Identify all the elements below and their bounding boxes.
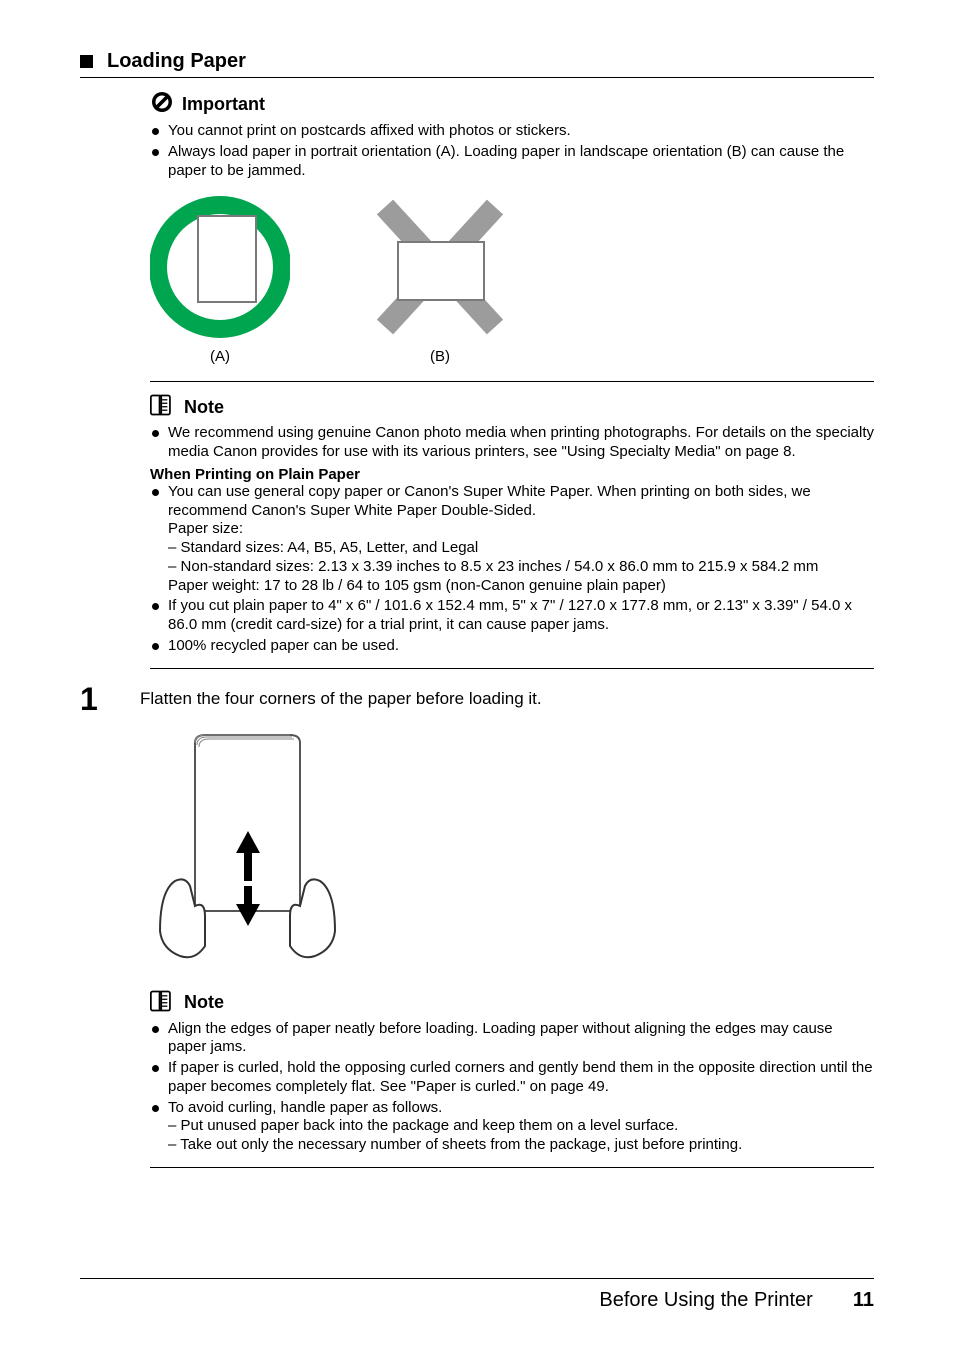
note-title: Note [184, 397, 224, 418]
prohibit-icon [150, 90, 174, 118]
note-icon [150, 990, 176, 1016]
note-item: To avoid curling, handle paper as follow… [150, 1099, 874, 1155]
orientation-figures: (A) (B) [150, 192, 874, 365]
note-subheading: When Printing on Plain Paper [150, 466, 874, 483]
step-figure [150, 731, 874, 970]
note-subline: Paper weight: 17 to 28 lb / 64 to 105 gs… [168, 577, 874, 596]
figure-b-icon [370, 192, 510, 342]
step-text: Flatten the four corners of the paper be… [140, 683, 542, 709]
step-row: 1 Flatten the four corners of the paper … [80, 683, 874, 715]
note-item: We recommend using genuine Canon photo m… [150, 424, 874, 462]
square-bullet-icon [80, 55, 93, 68]
note-item: If you cut plain paper to 4" x 6" / 101.… [150, 597, 874, 635]
step-number: 1 [80, 683, 110, 715]
note-item: 100% recycled paper can be used. [150, 637, 874, 656]
note-callout: Note Align the edges of paper neatly bef… [150, 990, 874, 1168]
note-item: Align the edges of paper neatly before l… [150, 1020, 874, 1058]
note-item: If paper is curled, hold the opposing cu… [150, 1059, 874, 1097]
page-footer: Before Using the Printer 11 [80, 1278, 874, 1312]
note-text: To avoid curling, handle paper as follow… [168, 1099, 442, 1116]
important-item: You cannot print on postcards affixed wi… [150, 122, 874, 141]
note-callout: Note We recommend using genuine Canon ph… [150, 394, 874, 668]
section-title: Loading Paper [107, 50, 246, 73]
note-title: Note [184, 992, 224, 1013]
figure-a-label: (A) [210, 348, 230, 365]
note-subline: Paper size: [168, 520, 874, 539]
figure-b-label: (B) [430, 348, 450, 365]
footer-text: Before Using the Printer [599, 1289, 812, 1312]
note-dash-line: Put unused paper back into the package a… [168, 1117, 874, 1136]
note-dash-line: Non-standard sizes: 2.13 x 3.39 inches t… [168, 558, 874, 577]
section-header: Loading Paper [80, 50, 874, 78]
important-title: Important [182, 94, 265, 115]
flatten-paper-icon [150, 731, 350, 966]
note-dash-line: Standard sizes: A4, B5, A5, Letter, and … [168, 539, 874, 558]
note-item: You can use general copy paper or Canon'… [150, 483, 874, 596]
footer-page-number: 11 [853, 1289, 874, 1312]
important-item: Always load paper in portrait orientatio… [150, 143, 874, 181]
note-text: You can use general copy paper or Canon'… [168, 483, 811, 519]
note-dash-line: Take out only the necessary number of sh… [168, 1136, 874, 1155]
figure-a-icon [150, 192, 290, 342]
note-icon [150, 394, 176, 420]
important-callout: Important You cannot print on postcards … [150, 90, 874, 382]
